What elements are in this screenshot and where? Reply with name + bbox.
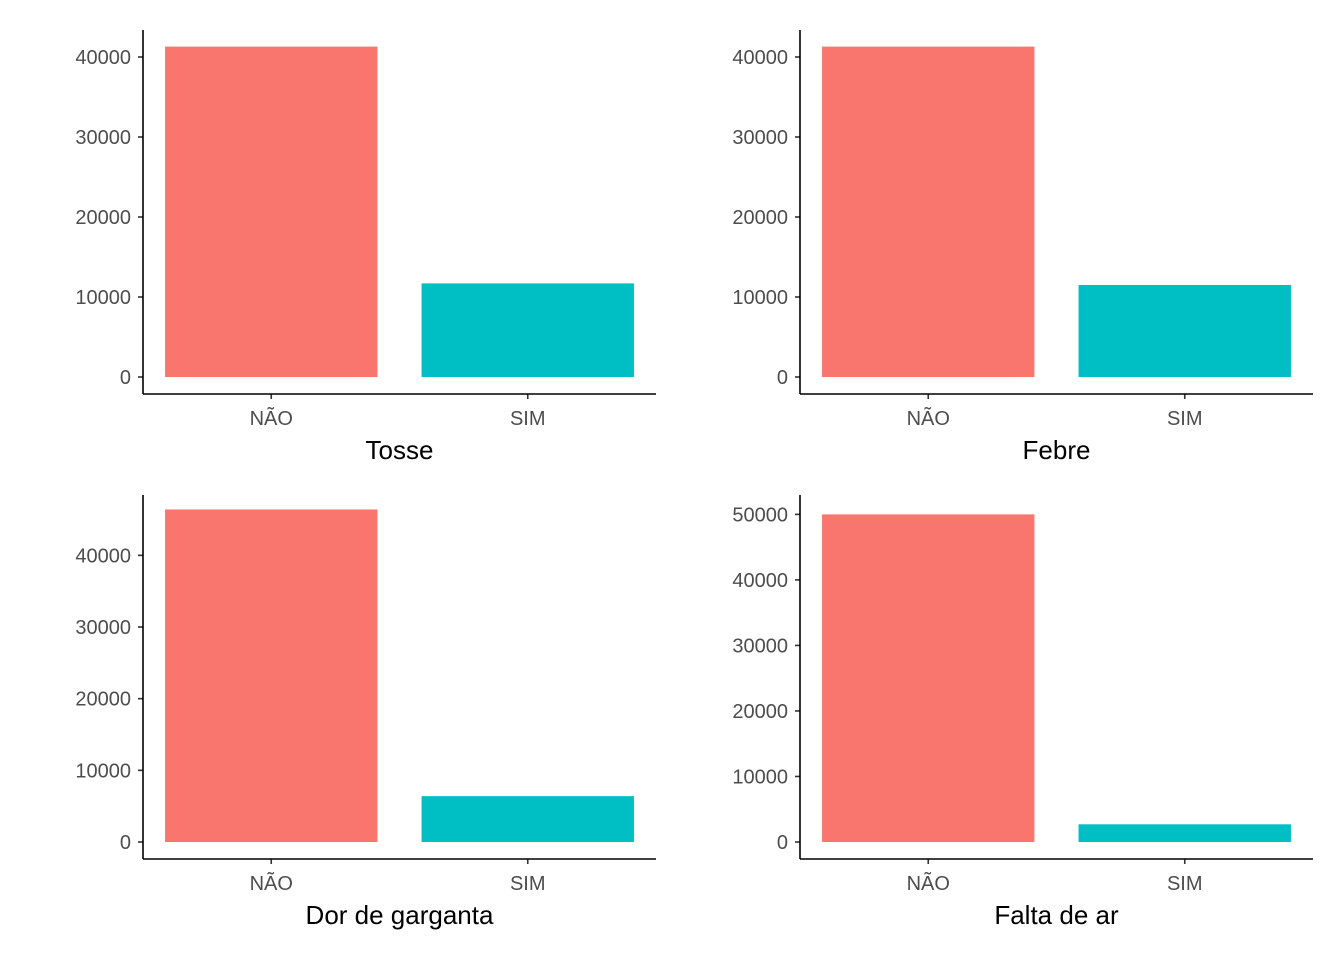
bar-nao xyxy=(822,46,1035,377)
bar-nao xyxy=(165,46,378,377)
y-tick-label: 10000 xyxy=(75,760,131,782)
y-tick-label: 10000 xyxy=(732,766,788,788)
y-tick-label: 40000 xyxy=(732,570,788,592)
x-tick-label: SIM xyxy=(1167,873,1203,895)
y-tick-label: 20000 xyxy=(75,689,131,711)
y-tick-label: 0 xyxy=(120,367,131,389)
x-axis-title: Falta de ar xyxy=(994,900,1119,930)
y-tick-label: 20000 xyxy=(732,701,788,723)
x-tick-label: NÃO xyxy=(907,871,950,895)
panel-febre: NÃO SIM 0 10000 20000 30000 40000 Febre xyxy=(732,30,1313,465)
x-axis-title: Tosse xyxy=(366,435,434,465)
bar-sim xyxy=(421,796,634,842)
bar-sim xyxy=(1078,824,1291,842)
y-tick-label: 50000 xyxy=(732,504,788,526)
y-tick-label: 30000 xyxy=(75,127,131,149)
panel-falta-de-ar: NÃO SIM 0 10000 20000 30000 40000 50000 Falta de… xyxy=(732,495,1313,930)
x-tick-label: SIM xyxy=(1167,408,1203,430)
x-tick-label: NÃO xyxy=(907,406,950,430)
x-axis-title: Dor de garganta xyxy=(306,900,494,930)
y-tick-label: 40000 xyxy=(75,47,131,69)
y-tick-label: 30000 xyxy=(732,127,788,149)
y-tick-label: 0 xyxy=(120,832,131,854)
x-tick-label: SIM xyxy=(510,408,546,430)
bar-sim xyxy=(1078,285,1291,377)
x-axis-title: Febre xyxy=(1023,435,1091,465)
bar-nao xyxy=(165,509,378,842)
bar-sim xyxy=(421,283,634,377)
bar-nao xyxy=(822,514,1035,842)
panel-tosse: NÃO SIM 0 10000 20000 30000 40000 Tosse xyxy=(75,30,656,465)
x-tick-label: NÃO xyxy=(250,871,293,895)
y-tick-label: 30000 xyxy=(75,617,131,639)
y-tick-label: 10000 xyxy=(75,287,131,309)
y-tick-label: 20000 xyxy=(75,207,131,229)
y-tick-label: 40000 xyxy=(75,545,131,567)
y-tick-label: 20000 xyxy=(732,207,788,229)
y-tick-label: 0 xyxy=(777,367,788,389)
panel-dor-de-garganta: NÃO SIM 0 10000 20000 30000 40000 Dor de gargan… xyxy=(75,495,656,930)
y-tick-label: 10000 xyxy=(732,287,788,309)
y-tick-label: 0 xyxy=(777,832,788,854)
x-tick-label: NÃO xyxy=(250,406,293,430)
x-tick-label: SIM xyxy=(510,873,546,895)
y-tick-label: 30000 xyxy=(732,635,788,657)
y-tick-label: 40000 xyxy=(732,47,788,69)
